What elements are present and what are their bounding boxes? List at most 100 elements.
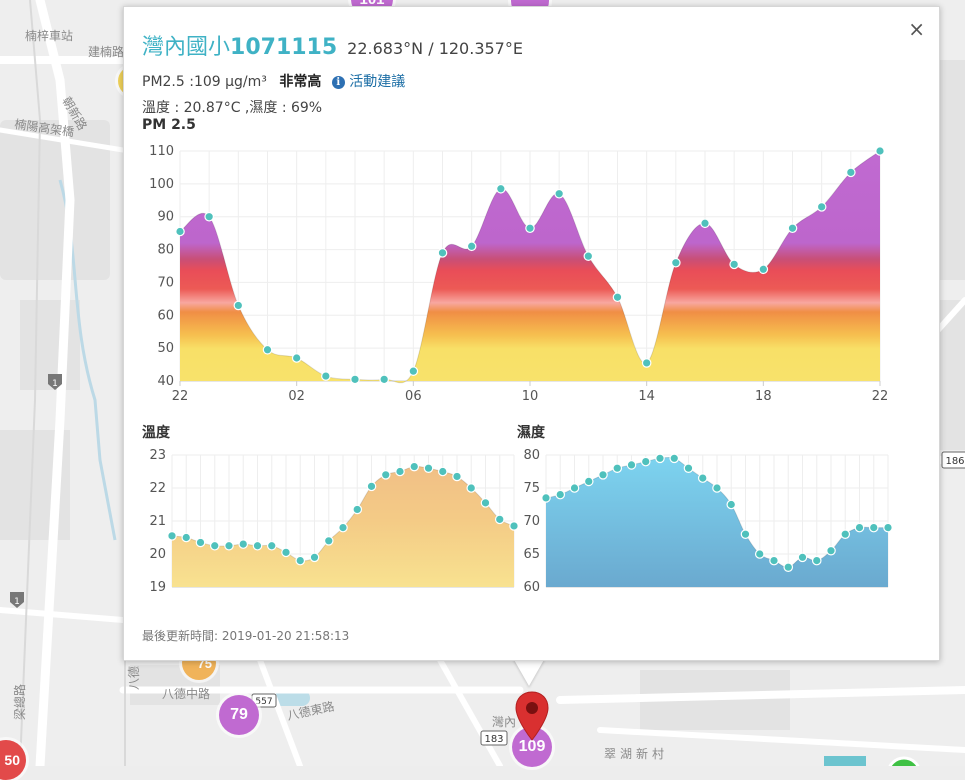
data-point[interactable] bbox=[466, 241, 477, 252]
activity-advice-link[interactable]: i 活動建議 bbox=[331, 74, 405, 90]
y-tick-label: 80 bbox=[157, 243, 174, 258]
map-label-road: 八德 bbox=[126, 666, 141, 690]
close-button[interactable]: × bbox=[908, 17, 925, 41]
data-point[interactable] bbox=[321, 371, 331, 381]
data-point[interactable] bbox=[612, 292, 623, 303]
data-point[interactable] bbox=[641, 358, 652, 368]
info-icon: i bbox=[331, 76, 345, 89]
data-point[interactable] bbox=[583, 476, 594, 487]
data-point[interactable] bbox=[494, 514, 505, 525]
data-point[interactable] bbox=[726, 499, 737, 510]
map-pin-icon[interactable] bbox=[514, 690, 550, 742]
data-point[interactable] bbox=[612, 463, 623, 473]
data-point[interactable] bbox=[697, 473, 708, 483]
data-point[interactable] bbox=[669, 453, 680, 464]
data-point[interactable] bbox=[350, 374, 360, 385]
data-point[interactable] bbox=[338, 522, 348, 533]
data-point[interactable] bbox=[437, 248, 448, 258]
data-point[interactable] bbox=[233, 300, 244, 311]
data-point[interactable] bbox=[262, 344, 273, 355]
data-point[interactable] bbox=[826, 545, 836, 556]
marker-value: 101 bbox=[359, 0, 384, 8]
data-point[interactable] bbox=[655, 453, 665, 464]
x-tick-label: 06 bbox=[405, 389, 422, 404]
data-point[interactable] bbox=[875, 146, 885, 156]
data-point[interactable] bbox=[409, 461, 420, 472]
data-point[interactable] bbox=[281, 547, 291, 558]
data-point[interactable] bbox=[555, 489, 566, 500]
data-point[interactable] bbox=[712, 483, 722, 493]
data-point[interactable] bbox=[626, 460, 637, 470]
data-point[interactable] bbox=[541, 493, 551, 503]
map-label-station: 楠梓車站 bbox=[25, 28, 73, 43]
series-area bbox=[172, 466, 514, 587]
series-area bbox=[546, 457, 888, 587]
data-point[interactable] bbox=[729, 259, 739, 270]
map-label-road: 建楠路 bbox=[88, 44, 124, 59]
data-point[interactable] bbox=[380, 469, 391, 480]
data-point[interactable] bbox=[323, 536, 334, 546]
data-point[interactable] bbox=[671, 257, 681, 268]
data-point[interactable] bbox=[700, 218, 710, 229]
site-id: 1071115 bbox=[230, 35, 338, 60]
data-point[interactable] bbox=[883, 522, 893, 533]
data-point[interactable] bbox=[175, 226, 185, 237]
data-point[interactable] bbox=[466, 483, 477, 493]
data-point[interactable] bbox=[437, 466, 448, 477]
data-point[interactable] bbox=[769, 555, 779, 566]
y-tick-label: 21 bbox=[149, 514, 166, 529]
data-point[interactable] bbox=[496, 183, 506, 194]
data-point[interactable] bbox=[525, 223, 535, 234]
site-name: 灣內國小 bbox=[142, 35, 231, 60]
data-point[interactable] bbox=[569, 483, 580, 493]
station-popup: × 灣內國小1071115 22.683°N / 120.357°E PM2.5 … bbox=[123, 6, 940, 661]
y-tick-label: 70 bbox=[157, 275, 174, 290]
data-point[interactable] bbox=[583, 251, 594, 261]
y-tick-label: 100 bbox=[149, 177, 174, 192]
data-point[interactable] bbox=[854, 522, 865, 533]
data-point[interactable] bbox=[640, 456, 651, 467]
data-point[interactable] bbox=[740, 529, 751, 539]
data-point[interactable] bbox=[309, 552, 320, 563]
data-point[interactable] bbox=[408, 366, 419, 376]
data-point[interactable] bbox=[395, 466, 405, 477]
data-point[interactable] bbox=[366, 481, 377, 492]
data-point[interactable] bbox=[452, 471, 462, 482]
data-point[interactable] bbox=[209, 540, 220, 551]
data-point[interactable] bbox=[480, 498, 491, 508]
marker-value: 109 bbox=[518, 738, 546, 755]
data-point[interactable] bbox=[509, 521, 519, 531]
data-point[interactable] bbox=[181, 532, 192, 543]
data-point[interactable] bbox=[379, 374, 389, 385]
data-point[interactable] bbox=[295, 555, 306, 566]
x-tick-label: 22 bbox=[172, 389, 189, 404]
data-point[interactable] bbox=[787, 223, 798, 234]
data-point[interactable] bbox=[195, 537, 206, 548]
data-point[interactable] bbox=[683, 463, 694, 473]
route-shield: 1 bbox=[48, 374, 62, 390]
data-point[interactable] bbox=[811, 555, 822, 566]
data-point[interactable] bbox=[252, 540, 263, 551]
data-point[interactable] bbox=[797, 552, 808, 563]
data-point[interactable] bbox=[291, 353, 302, 363]
data-point[interactable] bbox=[846, 167, 856, 178]
data-point[interactable] bbox=[266, 540, 277, 551]
data-point[interactable] bbox=[423, 463, 434, 473]
data-point[interactable] bbox=[758, 264, 769, 275]
data-point[interactable] bbox=[167, 531, 177, 541]
y-tick-label: 23 bbox=[149, 448, 166, 463]
series-area bbox=[180, 151, 880, 383]
data-point[interactable] bbox=[816, 202, 827, 212]
data-point[interactable] bbox=[598, 469, 608, 480]
data-point[interactable] bbox=[224, 540, 234, 551]
y-tick-label: 80 bbox=[523, 448, 540, 463]
data-point[interactable] bbox=[783, 562, 794, 572]
data-point[interactable] bbox=[204, 211, 214, 222]
data-point[interactable] bbox=[554, 188, 564, 199]
data-point[interactable] bbox=[840, 529, 851, 539]
data-point[interactable] bbox=[238, 539, 249, 549]
data-point[interactable] bbox=[754, 549, 765, 559]
data-point[interactable] bbox=[352, 504, 363, 515]
map-marker[interactable]: 79 bbox=[219, 695, 259, 735]
data-point[interactable] bbox=[868, 522, 879, 533]
